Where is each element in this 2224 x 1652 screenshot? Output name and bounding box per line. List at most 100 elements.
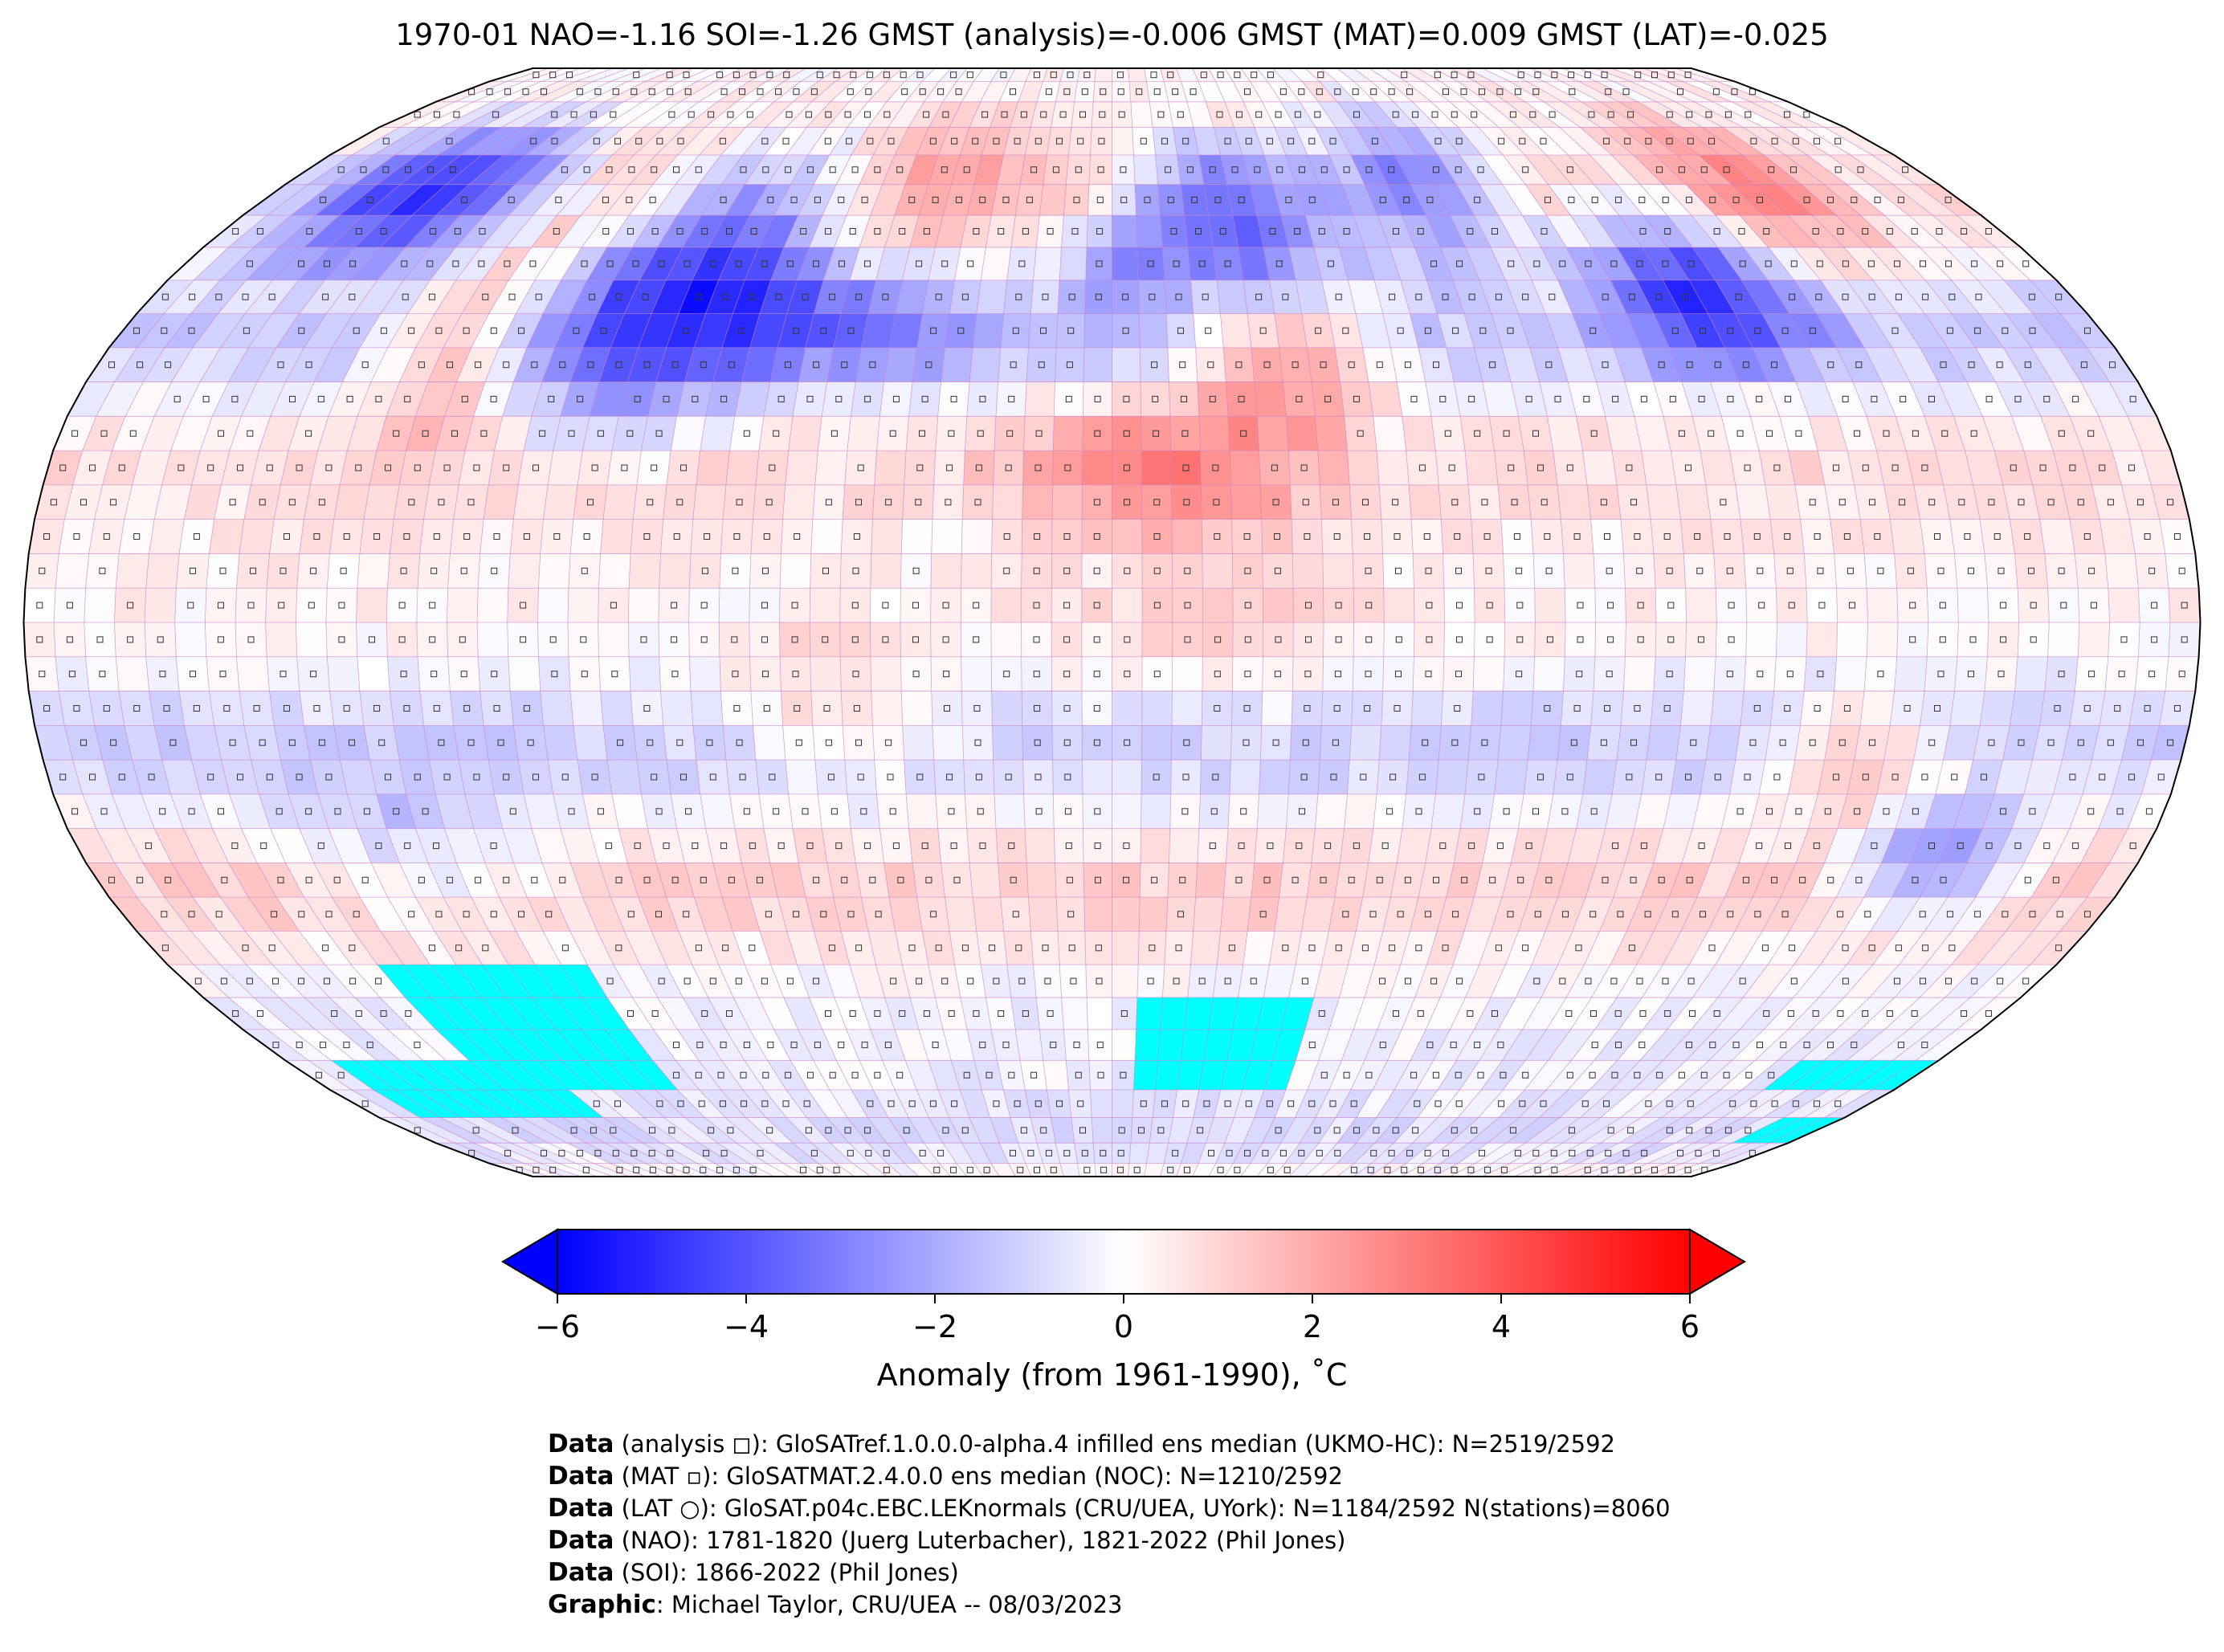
anomaly-cell <box>780 656 811 691</box>
anomaly-cell <box>861 897 896 932</box>
anomaly-cell <box>851 1090 888 1118</box>
anomaly-cell <box>145 656 180 691</box>
anomaly-cell <box>1033 965 1062 998</box>
anomaly-cell <box>2112 760 2152 794</box>
anomaly-cell <box>1356 897 1391 932</box>
anomaly-cell <box>1783 1090 1851 1118</box>
anomaly-cell <box>1288 1163 1320 1177</box>
anomaly-cell <box>1468 725 1501 761</box>
anomaly-cell <box>991 1029 1021 1061</box>
anomaly-cell <box>1920 863 1967 898</box>
anomaly-cell <box>790 1060 830 1090</box>
anomaly-cell <box>1883 725 1920 761</box>
anomaly-cell <box>994 793 1026 829</box>
anomaly-cell <box>688 622 720 657</box>
missing-cell <box>605 1029 653 1061</box>
anomaly-cell <box>494 793 532 829</box>
anomaly-cell <box>1890 691 1925 726</box>
anomaly-cell <box>1617 725 1651 761</box>
anomaly-cell <box>1716 997 1769 1030</box>
anomaly-cell <box>810 656 842 691</box>
anomaly-cell <box>841 931 876 965</box>
anomaly-cell <box>1354 1143 1394 1164</box>
anomaly-cell <box>1646 725 1681 761</box>
anomaly-cell <box>1381 691 1414 726</box>
anomaly-cell <box>558 1163 614 1177</box>
anomaly-cell <box>1377 760 1410 794</box>
anomaly-cell <box>788 793 822 829</box>
anomaly-cell <box>655 1090 705 1118</box>
anomaly-cell <box>484 863 528 898</box>
anomaly-cell <box>1406 1143 1451 1164</box>
anomaly-cell <box>1130 1117 1153 1144</box>
anomaly-cell <box>183 828 229 863</box>
anomaly-cell <box>2087 863 2138 898</box>
anomaly-cell <box>1356 1090 1395 1118</box>
anomaly-cell <box>194 965 254 998</box>
anomaly-cell <box>1353 1163 1389 1177</box>
anomaly-cell <box>569 1090 624 1118</box>
anomaly-cell <box>663 725 696 761</box>
anomaly-cell <box>1414 965 1454 998</box>
missing-cell <box>1769 1117 1845 1144</box>
anomaly-cell <box>883 863 917 898</box>
anomaly-cell <box>871 691 903 726</box>
anomaly-cell <box>612 1090 665 1118</box>
anomaly-cell <box>1579 1143 1638 1164</box>
anomaly-cell <box>1823 1029 1885 1061</box>
anomaly-cell <box>1768 965 1821 998</box>
anomaly-cell <box>1146 1143 1169 1164</box>
anomaly-cell <box>1262 656 1293 691</box>
anomaly-cell <box>1908 997 1971 1030</box>
anomaly-cell <box>867 1117 906 1144</box>
anomaly-cell <box>1478 1090 1525 1118</box>
anomaly-cell <box>1021 656 1052 691</box>
anomaly-cell <box>759 793 793 829</box>
anomaly-cell <box>1474 997 1516 1030</box>
anomaly-cell <box>629 1029 676 1061</box>
anomaly-cell <box>1482 1163 1528 1177</box>
anomaly-cell <box>513 725 549 761</box>
anomaly-cell <box>502 828 542 863</box>
anomaly-cell <box>1590 691 1624 726</box>
anomaly-cell <box>623 1143 680 1164</box>
anomaly-cell <box>270 828 314 863</box>
anomaly-cell <box>387 656 420 691</box>
anomaly-cell <box>745 1060 786 1090</box>
anomaly-cell <box>356 622 388 657</box>
anomaly-cell <box>219 965 280 998</box>
anomaly-cell <box>1777 1029 1837 1061</box>
anomaly-cell <box>755 760 789 794</box>
anomaly-cell <box>1220 897 1251 932</box>
missing-cell <box>1263 1060 1296 1090</box>
anomaly-cell <box>1172 656 1203 691</box>
anomaly-cell <box>954 965 986 998</box>
anomaly-cell <box>1498 997 1541 1030</box>
anomaly-cell <box>1112 863 1141 898</box>
anomaly-cell <box>676 828 713 863</box>
anomaly-cell <box>1304 1163 1337 1177</box>
missing-cell <box>377 965 431 998</box>
anomaly-cell <box>741 863 778 898</box>
anomaly-cell <box>1003 931 1034 965</box>
anomaly-cell <box>1539 828 1577 863</box>
anomaly-cell <box>749 622 781 657</box>
anomaly-cell <box>406 793 445 829</box>
anomaly-cell <box>1529 863 1569 898</box>
anomaly-cell <box>1683 1143 1751 1164</box>
anomaly-cell <box>661 1143 715 1164</box>
anomaly-cell <box>510 691 544 726</box>
anomaly-cell <box>1254 1090 1286 1118</box>
anomaly-cell <box>569 931 614 965</box>
anomaly-cell <box>1808 863 1853 898</box>
anomaly-cell <box>1423 1143 1469 1164</box>
anomaly-cell <box>161 760 201 794</box>
missing-cell <box>331 1060 395 1090</box>
anomaly-cell <box>1789 897 1837 932</box>
anomaly-cell <box>1557 725 1591 761</box>
anomaly-cell <box>1626 1163 1683 1177</box>
anomaly-cell <box>1506 1117 1560 1144</box>
anomaly-cell <box>652 1060 700 1090</box>
anomaly-cell <box>489 1163 549 1177</box>
anomaly-cell <box>488 931 535 965</box>
